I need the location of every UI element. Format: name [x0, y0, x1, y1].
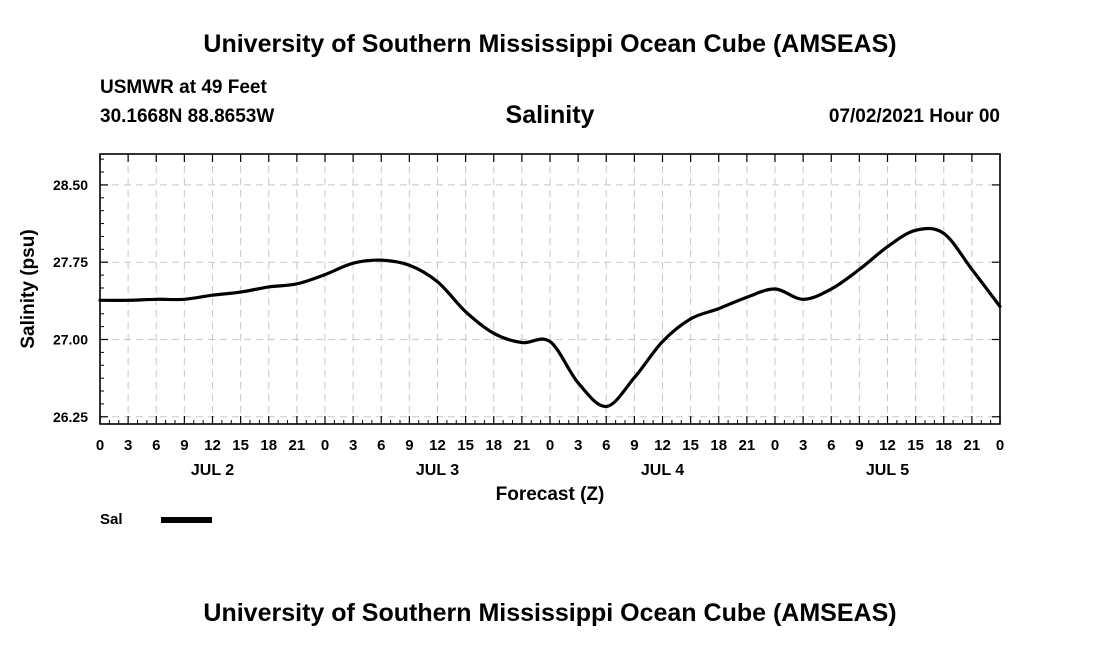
x-tick-label: 15 [457, 437, 474, 454]
x-tick-label: 9 [630, 437, 638, 454]
x-tick-label: 9 [855, 437, 863, 454]
legend-label-sal: Sal [100, 511, 123, 528]
x-tick-label: 15 [907, 437, 924, 454]
parameter-title: Salinity [505, 101, 595, 129]
x-tick-label: 9 [180, 437, 188, 454]
x-tick-label: 6 [602, 437, 610, 454]
x-tick-label: 21 [289, 437, 306, 454]
forecast-datetime: 07/02/2021 Hour 00 [828, 106, 1000, 127]
x-tick-label: 12 [654, 437, 671, 454]
y-axis-title: Salinity (psu) [18, 229, 39, 348]
x-day-label: JUL 3 [416, 462, 459, 479]
y-tick-label: 27.75 [53, 254, 88, 270]
x-tick-label: 12 [879, 437, 896, 454]
footer-title: University of Southern Mississippi Ocean… [203, 599, 897, 627]
x-tick-label: 12 [429, 437, 446, 454]
x-day-label: JUL 4 [641, 462, 684, 479]
x-day-label: JUL 2 [191, 462, 234, 479]
x-tick-label: 0 [96, 437, 104, 454]
y-tick-label: 26.25 [53, 409, 88, 425]
x-tick-label: 6 [827, 437, 835, 454]
station-label: USMWR at 49 Feet [100, 77, 267, 98]
x-tick-label: 3 [124, 437, 132, 454]
x-tick-label: 6 [377, 437, 385, 454]
x-tick-label: 0 [546, 437, 554, 454]
x-tick-label: 18 [935, 437, 952, 454]
x-tick-label: 9 [405, 437, 413, 454]
x-tick-label: 21 [739, 437, 756, 454]
x-tick-label: 21 [514, 437, 531, 454]
x-tick-label: 3 [799, 437, 807, 454]
x-axis-title: Forecast (Z) [496, 484, 605, 505]
series-line-sal [98, 226, 1002, 409]
x-tick-label: 0 [996, 437, 1004, 454]
x-tick-label: 18 [485, 437, 502, 454]
x-tick-label: 15 [682, 437, 699, 454]
x-tick-label: 3 [349, 437, 357, 454]
x-tick-label: 18 [710, 437, 727, 454]
x-tick-label: 18 [260, 437, 277, 454]
y-tick-label: 28.50 [53, 177, 88, 193]
x-tick-label: 12 [204, 437, 221, 454]
x-tick-label: 15 [232, 437, 249, 454]
x-tick-label: 6 [152, 437, 160, 454]
x-day-label: JUL 5 [866, 462, 909, 479]
chart-title: University of Southern Mississippi Ocean… [203, 30, 897, 58]
station-coordinates: 30.1668N 88.8653W [100, 106, 275, 127]
y-tick-label: 27.00 [53, 331, 88, 347]
x-tick-label: 0 [321, 437, 329, 454]
x-tick-label: 0 [771, 437, 779, 454]
x-tick-label: 3 [574, 437, 582, 454]
x-tick-label: 21 [964, 437, 981, 454]
